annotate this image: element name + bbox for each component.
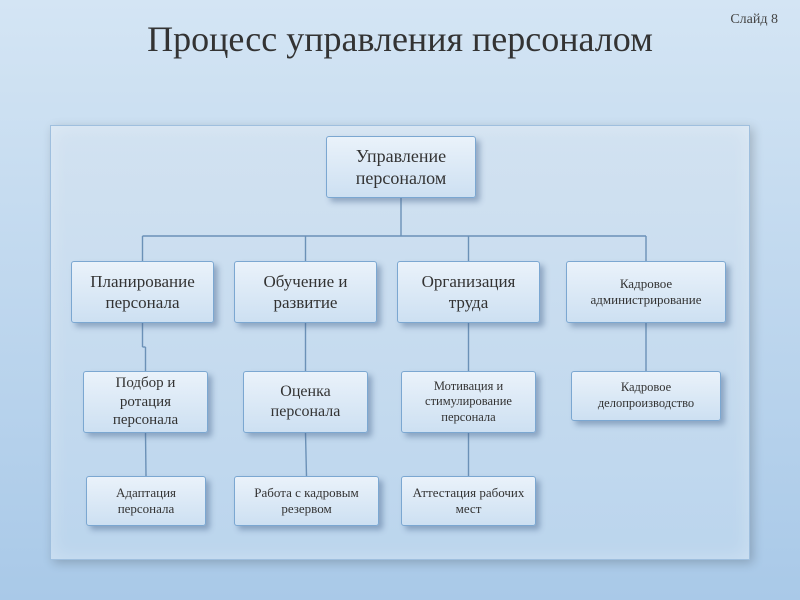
slide-number: Слайд 8 <box>730 12 778 28</box>
node-hr-admin: Кадровое администрирование <box>566 261 726 323</box>
node-motivation: Мотивация и стимулирование персонала <box>401 371 536 433</box>
diagram-panel: Управление персоналом Планирование персо… <box>50 125 750 560</box>
node-selection-rotation: Подбор и ротация персонала <box>83 371 208 433</box>
node-certification: Аттестация рабочих мест <box>401 476 536 526</box>
node-hr-records: Кадровое делопроизводство <box>571 371 721 421</box>
node-assessment: Оценка персонала <box>243 371 368 433</box>
node-planning: Планирование персонала <box>71 261 214 323</box>
node-talent-pool: Работа с кадровым резервом <box>234 476 379 526</box>
node-training: Обучение и развитие <box>234 261 377 323</box>
slide-title: Процесс управления персоналом <box>0 0 800 61</box>
node-organization: Организация труда <box>397 261 540 323</box>
node-adaptation: Адаптация персонала <box>86 476 206 526</box>
node-root: Управление персоналом <box>326 136 476 198</box>
